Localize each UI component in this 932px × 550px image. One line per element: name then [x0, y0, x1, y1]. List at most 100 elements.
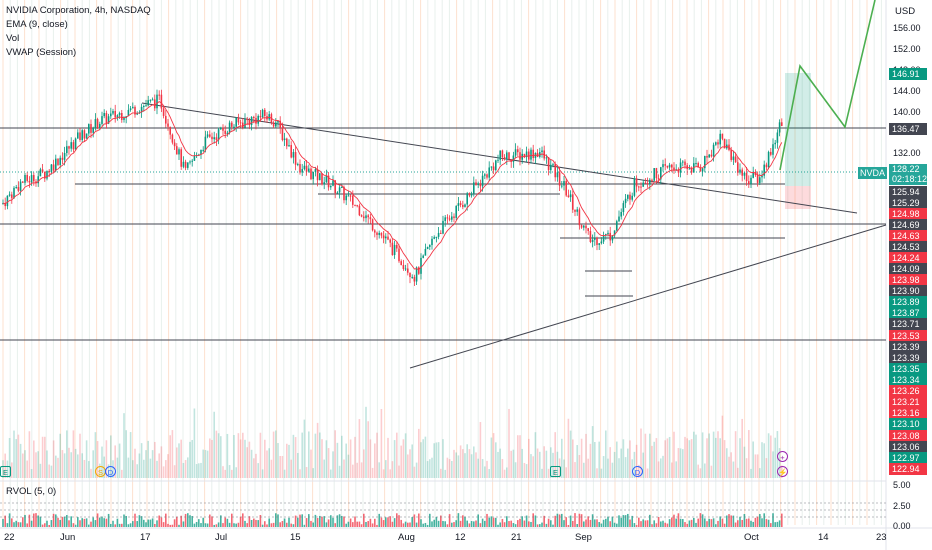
candle-body: [717, 142, 719, 145]
bar-countdown: 02:18:12: [892, 174, 928, 184]
candle-body: [66, 146, 68, 153]
price-level-tag: 124.98: [889, 208, 927, 220]
volume-bar: [547, 468, 550, 478]
rvol-bar: [402, 523, 405, 527]
candle-body: [231, 122, 233, 127]
volume-bar: [211, 439, 213, 478]
volume-bar: [105, 440, 108, 478]
rvol-bar: [290, 523, 292, 527]
rvol-bar: [149, 519, 152, 527]
candle-body: [473, 182, 475, 194]
volume-bar: [17, 434, 20, 478]
rvol-bar: [664, 522, 666, 527]
rvol-bar: [587, 516, 589, 527]
volume-bar: [666, 438, 669, 478]
rvol-bar: [323, 516, 325, 527]
candle-body: [290, 145, 292, 158]
candle-body: [283, 138, 286, 141]
volume-bar: [675, 461, 677, 478]
candle-body: [292, 152, 295, 158]
candle-body: [774, 142, 776, 145]
earnings-icon[interactable]: E: [550, 466, 561, 477]
candle-body: [402, 265, 405, 269]
lightning-icon[interactable]: ⚡: [777, 466, 788, 477]
rvol-bar: [528, 521, 530, 527]
candle-body: [176, 146, 178, 155]
volume-bar: [151, 450, 154, 478]
rvol-bar: [532, 513, 534, 527]
volume-bar: [11, 462, 13, 478]
rvol-bar: [277, 514, 279, 527]
rvol-bar: [752, 521, 754, 527]
rvol-bar: [602, 519, 605, 527]
candle-body: [189, 161, 191, 163]
rvol-bar: [677, 513, 680, 527]
volume-bar: [292, 434, 295, 478]
candle-body: [464, 204, 466, 207]
rvol-indicator-label[interactable]: RVOL (5, 0): [6, 486, 57, 497]
volume-bar: [242, 432, 244, 478]
rvol-bar: [631, 515, 633, 527]
volume-bar: [167, 454, 169, 478]
volume-bar: [33, 440, 35, 478]
rvol-bar: [693, 517, 695, 527]
candle-body: [237, 117, 240, 123]
rvol-bar: [745, 518, 748, 527]
volume-bar: [233, 435, 235, 478]
price-level-tag: 122.97: [889, 452, 927, 464]
volume-bar: [541, 468, 543, 478]
candle-body: [407, 268, 409, 273]
candle-body: [594, 237, 596, 240]
volume-bar: [420, 442, 422, 478]
rvol-bar: [561, 513, 563, 527]
candle-body: [532, 149, 534, 159]
candle-body: [431, 238, 433, 246]
volume-bar: [453, 449, 455, 478]
rvol-bar: [140, 516, 143, 527]
rvol-bar: [585, 519, 587, 527]
add-event-icon[interactable]: +: [777, 451, 788, 462]
volume-bar: [712, 431, 715, 478]
vwap-indicator-label[interactable]: VWAP (Session): [6, 47, 77, 58]
candle-body: [664, 164, 666, 166]
volume-bar: [303, 419, 306, 478]
price-level-tag: 123.26: [889, 385, 927, 397]
candle-body: [226, 132, 229, 134]
rvol-bar: [761, 518, 763, 527]
candle-body: [413, 276, 416, 282]
dividend-icon[interactable]: D: [105, 466, 116, 477]
symbol-title[interactable]: NVIDIA Corporation, 4h, NASDAQ: [6, 5, 151, 16]
rvol-bar: [382, 520, 385, 527]
candle-body: [468, 193, 471, 196]
candle-body: [710, 154, 713, 157]
rvol-bar: [424, 522, 427, 527]
candle-body: [649, 179, 651, 184]
volume-bar: [481, 459, 484, 478]
date-tick: Jul: [215, 532, 228, 543]
ema-indicator-label[interactable]: EMA (9, close): [6, 19, 68, 30]
currency-label[interactable]: USD: [895, 6, 916, 17]
earnings-icon[interactable]: E: [0, 466, 11, 477]
rvol-bar: [325, 522, 328, 527]
rvol-bar: [717, 520, 719, 527]
volume-bar: [554, 432, 556, 478]
candle-body: [209, 134, 211, 137]
rvol-bar: [74, 524, 77, 527]
candle-body: [688, 168, 691, 170]
rvol-bar: [486, 513, 488, 527]
volume-bar: [508, 408, 510, 478]
volume-bar: [627, 448, 629, 478]
rvol-bar: [301, 514, 303, 527]
volume-indicator-label[interactable]: Vol: [6, 33, 20, 44]
rvol-bar: [264, 521, 266, 527]
volume-bar: [253, 458, 255, 478]
dividend-icon[interactable]: D: [632, 466, 643, 477]
candle-body: [715, 142, 717, 145]
candle-body: [576, 209, 578, 212]
rvol-bar: [741, 519, 743, 527]
rvol-bar: [173, 519, 176, 527]
candle-body: [761, 175, 763, 178]
rvol-bar: [90, 521, 92, 527]
rvol-bar: [618, 515, 620, 527]
